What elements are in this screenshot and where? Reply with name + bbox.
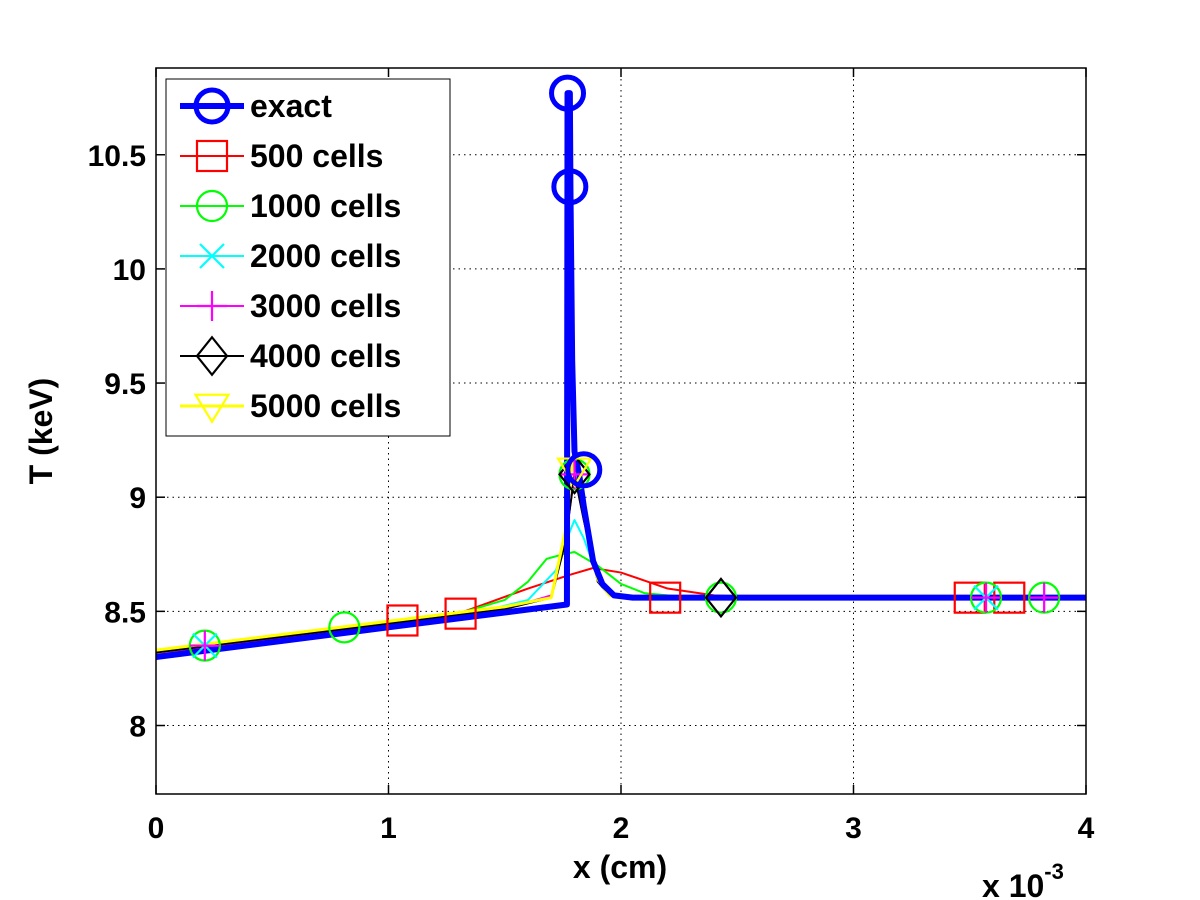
series-marker-4: [971, 582, 1002, 613]
x-axis-exponent-power: -3: [1044, 859, 1064, 884]
legend-item-2: 1000 cells: [180, 188, 401, 224]
y-tick-label: 9.5: [104, 368, 146, 401]
y-tick-label: 10.5: [88, 140, 146, 173]
series-marker-0: [565, 451, 603, 489]
x-tick-label: 2: [613, 812, 630, 845]
axes-box: [155, 67, 1087, 795]
series-lines: [156, 90, 1086, 660]
series-marker-1: [649, 581, 682, 614]
legend-label-6: 5000 cells: [250, 388, 401, 424]
y-tick-label: 8.5: [104, 596, 146, 629]
series-marker-2: [328, 611, 361, 644]
legend-label-5: 4000 cells: [250, 338, 401, 374]
x-tick-label: 0: [148, 812, 165, 845]
legend-marker-6: [193, 393, 231, 424]
series-markers: [188, 74, 1061, 662]
series-marker-4: [1029, 582, 1060, 613]
legend: exact 500 cells 1000 cells 2000 cells 3000 c…: [165, 78, 451, 437]
y-tick-label: 8: [129, 711, 146, 744]
legend-item-3: 2000 cells: [180, 238, 401, 274]
legend-label-2: 1000 cells: [250, 188, 401, 224]
legend-item-5: 4000 cells: [180, 335, 401, 377]
x-tick-label: 1: [380, 812, 397, 845]
x-axis-exponent: x 10-3: [982, 859, 1064, 900]
x-axis-label: x (cm): [573, 849, 667, 885]
y-tick-label: 10: [113, 254, 146, 287]
legend-label-0: exact: [250, 88, 332, 124]
y-axis-label: T (keV): [23, 378, 59, 485]
series-marker-0: [549, 74, 587, 112]
series-line-0: [156, 90, 1086, 660]
legend-marker-0: [193, 87, 231, 125]
legend-item-1: 500 cells: [180, 138, 383, 174]
series-marker-5: [704, 577, 738, 619]
y-tick-labels: 8 8.5 9 9.5 10 10.5: [88, 140, 146, 744]
legend-label-1: 500 cells: [250, 138, 383, 174]
x-axis-exponent-base: x 10: [982, 868, 1044, 900]
series-marker-4: [189, 630, 220, 661]
legend-item-4: 3000 cells: [180, 288, 401, 324]
x-tick-labels: 0 1 2 3 4: [148, 812, 1095, 845]
legend-marker-4: [197, 291, 227, 321]
series-marker-1: [386, 604, 419, 637]
legend-item-6: 5000 cells: [180, 388, 401, 424]
legend-marker-1: [195, 139, 229, 173]
legend-label-3: 2000 cells: [250, 238, 401, 274]
series-marker-0: [551, 168, 589, 206]
legend-marker-3: [199, 243, 225, 269]
legend-marker-5: [195, 335, 229, 377]
legend-item-0: exact: [180, 87, 332, 125]
y-tick-label: 9: [129, 482, 146, 515]
x-tick-label: 4: [1078, 812, 1095, 845]
legend-label-4: 3000 cells: [250, 288, 401, 324]
legend-marker-2: [195, 189, 229, 223]
series-marker-1: [444, 597, 477, 630]
x-tick-label: 3: [845, 812, 862, 845]
